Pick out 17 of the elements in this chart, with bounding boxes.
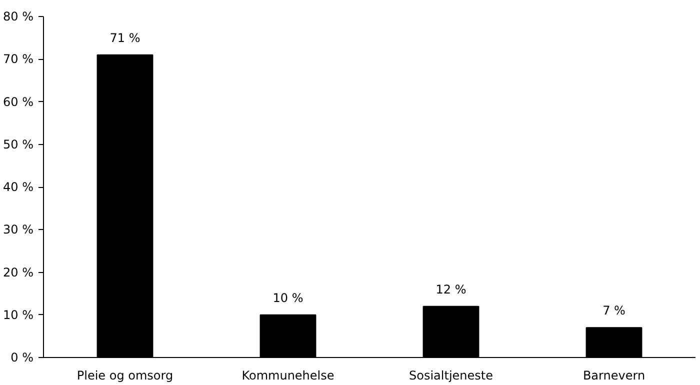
y-tick-label: 0 % <box>10 350 34 364</box>
x-tick-label: Sosialtjeneste <box>409 368 493 382</box>
data-label: 10 % <box>272 290 304 305</box>
y-tick-label: 70 % <box>3 52 34 66</box>
y-tick-label: 60 % <box>3 94 34 109</box>
x-tick-label: Barnevern <box>582 368 646 382</box>
y-tick-label: 50 % <box>3 137 34 152</box>
y-tick-label: 80 % <box>3 10 34 24</box>
y-tick-label: 20 % <box>3 265 34 280</box>
data-label: 71 % <box>110 30 140 45</box>
x-tick-label: Pleie og omsorg <box>76 368 174 382</box>
x-tick-label: Kommunehelse <box>242 368 334 382</box>
data-label: 7 % <box>602 304 626 318</box>
data-label: 12 % <box>436 282 466 296</box>
y-tick-label: 10 % <box>3 308 34 322</box>
y-tick-label: 40 % <box>3 180 34 194</box>
y-tick-label: 30 % <box>3 222 34 237</box>
